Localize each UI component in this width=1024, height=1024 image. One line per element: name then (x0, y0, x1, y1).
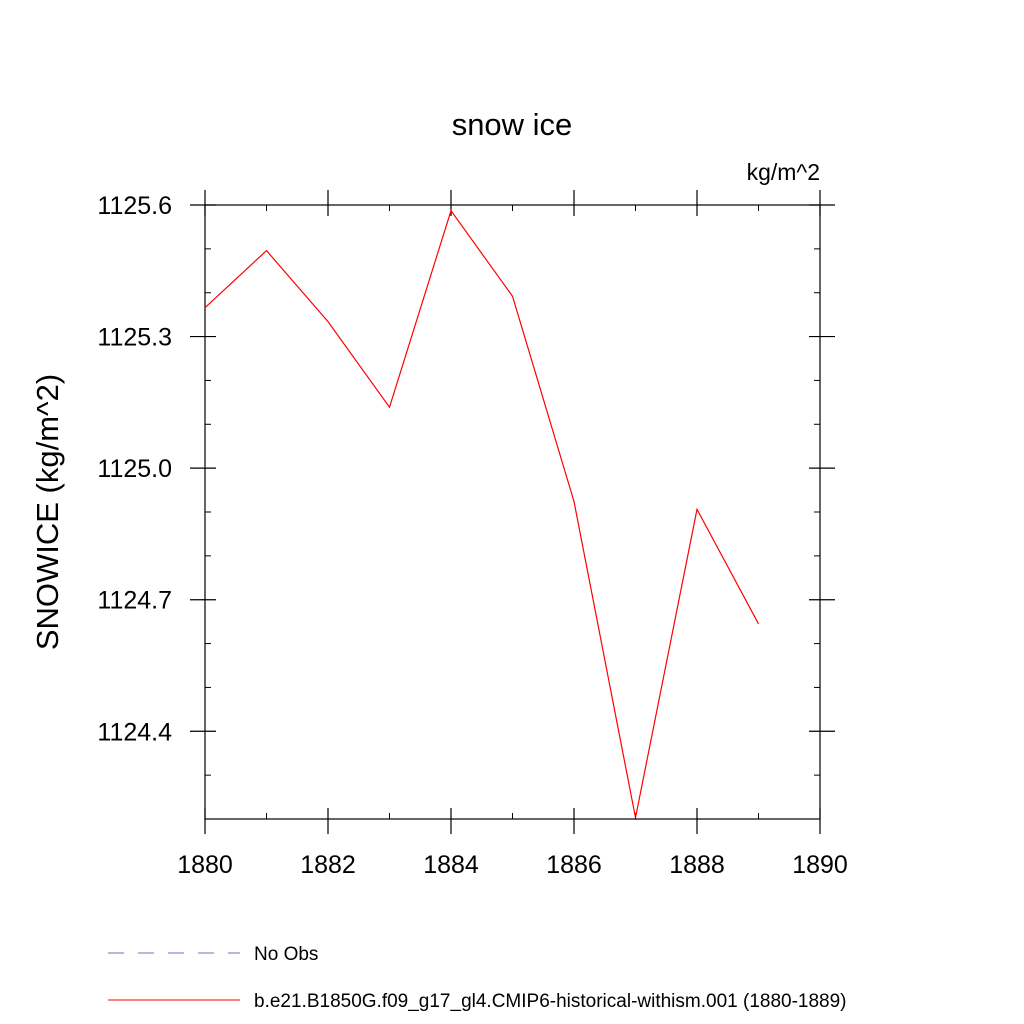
units-label: kg/m^2 (747, 159, 820, 185)
x-tick-label: 1888 (669, 851, 725, 879)
legend: No Obs b.e21.B1850G.f09_g17_gl4.CMIP6-his… (108, 944, 847, 1012)
y-tick-label: 1125.6 (97, 192, 172, 220)
legend-label: b.e21.B1850G.f09_g17_gl4.CMIP6-historica… (254, 991, 847, 1012)
x-tick-label: 1882 (300, 851, 356, 879)
x-tick-label: 1884 (423, 851, 479, 879)
y-tick-label: 1124.7 (97, 587, 172, 615)
legend-label: No Obs (254, 944, 318, 965)
y-tick-label: 1125.3 (97, 324, 172, 352)
chart-title: snow ice (452, 107, 573, 142)
x-tick-label: 1890 (792, 851, 848, 879)
series-line (204, 209, 760, 818)
series-layer (204, 209, 760, 818)
axis-ticks: 1880 1882 1884 1886 1888 1890 1124.4 1124.7 1125… (97, 190, 848, 879)
y-axis-label: SNOWICE (kg/m^2) (30, 374, 65, 650)
x-tick-label: 1880 (177, 851, 233, 879)
x-tick-label: 1886 (546, 851, 602, 879)
y-tick-label: 1125.0 (97, 455, 172, 483)
y-tick-label: 1124.4 (97, 718, 172, 746)
